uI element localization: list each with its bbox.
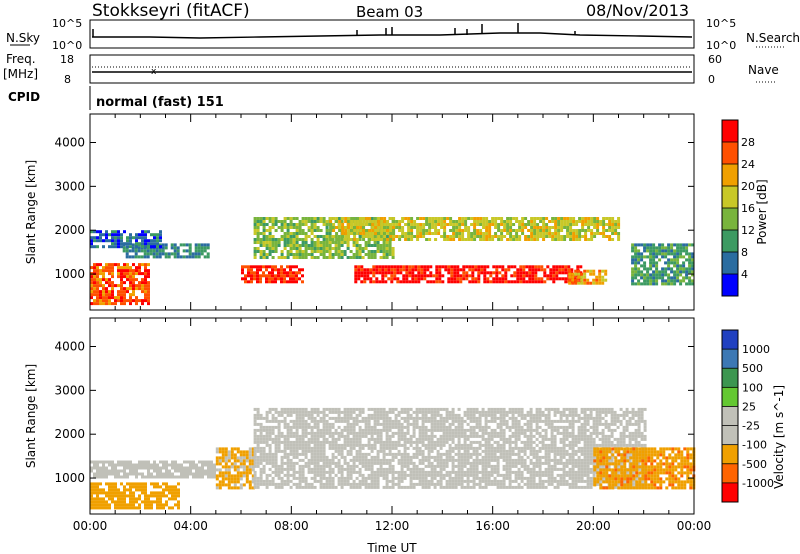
velocity-ylabel: Slant Range [km] [24, 364, 38, 468]
power-colorbar-tick: 4 [741, 268, 748, 281]
nave-tick-top: 60 [708, 53, 722, 66]
noise-right-tick-bottom: 10^0 [706, 39, 736, 52]
power-colorbar-segment [722, 208, 738, 230]
date-title: 08/Nov/2013 [586, 1, 689, 20]
velocity-colorbar-segment [722, 425, 738, 445]
x-tick-label: 12:00 [375, 519, 410, 533]
power-echo-region [631, 243, 695, 286]
velocity-colorbar-tick: -500 [742, 458, 767, 471]
power-ylabel: Slant Range [km] [24, 160, 38, 264]
power-echo-region [90, 263, 150, 306]
velocity-colorbar-segment [722, 330, 738, 350]
power-echo-region [568, 269, 608, 285]
power-colorbar-segment [722, 164, 738, 186]
power-colorbar-segment [722, 120, 738, 142]
power-colorbar-segment [722, 274, 738, 296]
velocity-colorbar-segment [722, 387, 738, 407]
cpid-panel: CPID normal (fast) 151 [8, 86, 224, 110]
y-tick-label: 1000 [54, 471, 85, 485]
noise-right-tick-top: 10^5 [706, 17, 736, 30]
velocity-colorbar: 1000 500 100 25 -25 -100 -500 -1000 [721, 329, 774, 503]
noise-left-tick-bottom: 10^0 [52, 39, 82, 52]
x-tick-label: 16:00 [475, 519, 510, 533]
y-tick-label: 1000 [54, 267, 85, 281]
power-colorbar-segment [722, 142, 738, 164]
freq-unit-label: [MHz] [3, 67, 38, 81]
power-echo-region [122, 243, 210, 259]
power-colorbar-tick: 28 [741, 136, 755, 149]
power-colorbar-tick: 12 [741, 224, 755, 237]
velocity-colorbar-segment [722, 406, 738, 426]
freq-tick-bottom: 8 [64, 73, 71, 86]
x-tick-label: 20:00 [576, 519, 611, 533]
noise-left-label: N.Sky [6, 31, 40, 45]
beam-title: Beam 03 [356, 3, 423, 21]
velocity-colorbar-tick: -25 [742, 420, 760, 433]
power-colorbar-segment [722, 186, 738, 208]
x-tick-label: 00:00 [73, 519, 108, 533]
velocity-colorbar-segment [722, 444, 738, 464]
velocity-colorbar-segment [722, 349, 738, 369]
y-tick-label: 4000 [54, 340, 85, 354]
power-echo-layer [90, 217, 695, 306]
power-panel: 1000 2000 3000 4000 Slant Range [km] 4 8 12 16… [24, 113, 769, 311]
noise-spikes [92, 23, 576, 37]
velocity-echo-region [253, 407, 647, 489]
power-colorbar-segment [722, 230, 738, 252]
power-echo-region [354, 265, 583, 284]
freq-glitch-mark: x [151, 67, 157, 77]
power-colorbar-segment [722, 252, 738, 274]
velocity-panel: 1000 2000 3000 4000 00:00 04:00 08:00 12:00 16:0… [24, 317, 786, 533]
y-tick-label: 2000 [54, 223, 85, 237]
power-echo-region [241, 265, 304, 284]
freq-panel: Freq. [MHz] 18 8 60 0 Nave x [3, 52, 779, 86]
power-echo-region [90, 230, 162, 249]
x-tick-label: 00:00 [677, 519, 712, 533]
velocity-echo-region [90, 460, 216, 479]
velocity-colorbar-tick: 1000 [742, 343, 770, 356]
y-tick-label: 2000 [54, 427, 85, 441]
velocity-colorbar-tick: 500 [742, 362, 763, 375]
velocity-colorbar-segment [722, 482, 738, 502]
station-title: Stokkseyri (fitACF) [92, 1, 250, 21]
y-tick-label: 3000 [54, 179, 85, 193]
velocity-echo-region [593, 447, 696, 490]
velocity-colorbar-segment [722, 463, 738, 483]
velocity-echo-layer [90, 407, 696, 510]
noise-right-label: N.Search [746, 31, 800, 45]
cpid-text: normal (fast) 151 [96, 95, 224, 110]
power-echo-region [329, 217, 621, 241]
x-tick-label: 04:00 [173, 519, 208, 533]
power-colorbar-label: Power [dB] [755, 179, 769, 244]
freq-label: Freq. [6, 52, 36, 66]
velocity-colorbar-tick: 25 [742, 400, 756, 413]
x-tick-label: 08:00 [274, 519, 309, 533]
y-tick-label: 4000 [54, 136, 85, 150]
power-colorbar: 4 8 12 16 20 24 28 [721, 119, 755, 297]
velocity-colorbar-tick: -100 [742, 439, 767, 452]
noise-panel: N.Sky 10^5 10^0 10^5 10^0 N.Search [6, 17, 800, 52]
freq-tick-top: 18 [60, 53, 74, 66]
velocity-colorbar-segment [722, 368, 738, 388]
time-axis-label: Time UT [366, 541, 417, 554]
power-colorbar-tick: 16 [741, 202, 755, 215]
nave-tick-bottom: 0 [708, 73, 715, 86]
power-colorbar-tick: 24 [741, 158, 755, 171]
power-colorbar-tick: 20 [741, 180, 755, 193]
power-colorbar-tick: 8 [741, 246, 748, 259]
velocity-axes: 1000 2000 3000 4000 00:00 04:00 08:00 12:00 16:0… [54, 318, 711, 533]
power-axes: 1000 2000 3000 4000 [54, 114, 695, 310]
y-tick-label: 3000 [54, 383, 85, 397]
noise-trace [92, 32, 693, 39]
velocity-echo-region [90, 482, 180, 510]
nave-label: Nave [748, 63, 779, 77]
velocity-colorbar-tick: -1000 [742, 477, 774, 490]
velocity-colorbar-tick: 100 [742, 381, 763, 394]
velocity-colorbar-label: Velocity [m s^-1] [772, 385, 786, 489]
velocity-echo-region [215, 447, 255, 490]
cpid-label: CPID [8, 90, 40, 104]
noise-left-tick-top: 10^5 [52, 17, 82, 30]
